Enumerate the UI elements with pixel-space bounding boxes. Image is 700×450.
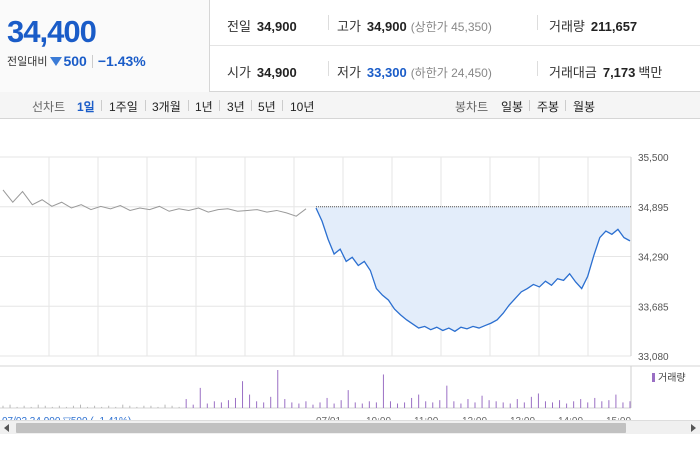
- divider: [219, 100, 220, 111]
- stats-row-1: 전일 34,900 고가 34,900 (상한가 45,350) 거래량 211,657: [210, 0, 700, 46]
- stat-upper-limit: (상한가 45,350): [410, 20, 492, 34]
- stat-volume: 거래량 211,657: [549, 16, 637, 35]
- tab-10-years[interactable]: 10년: [290, 100, 315, 114]
- price-change: 전일대비 500 −1.43%: [7, 53, 146, 69]
- tab-1-week[interactable]: 1주일: [109, 100, 138, 114]
- stat-value: 33,300: [366, 65, 407, 80]
- stat-value: 34,900: [256, 65, 297, 80]
- today-fill-area: [316, 206, 630, 332]
- down-triangle-icon: [50, 57, 63, 66]
- y-tick-label: 33,685: [638, 302, 669, 313]
- stat-label: 거래량: [549, 19, 585, 34]
- tab-3-years[interactable]: 3년: [227, 100, 245, 114]
- chart-period-tabs: 선차트 1일 1주일 3개월 1년 3년 5년 10년 봉차트 일봉 주봉 월봉: [0, 92, 700, 119]
- stats-row-2: 시가 34,900 저가 33,300 (하한가 24,450) 거래대금 7,173 백…: [210, 46, 700, 92]
- divider: [537, 61, 538, 76]
- y-axis-ticks: 35,500 34,895 34,290 33,685 33,080: [638, 153, 669, 363]
- stat-label: 거래대금: [549, 65, 597, 80]
- y-tick-label: 35,500: [638, 153, 669, 164]
- stat-value: 34,900: [366, 19, 407, 34]
- candle-chart-label: 봉차트: [455, 100, 489, 114]
- divider: [529, 100, 530, 111]
- volume-legend-swatch: [652, 373, 655, 382]
- tab-daily-candle[interactable]: 일봉: [501, 100, 524, 114]
- divider: [537, 15, 538, 30]
- divider: [565, 100, 566, 111]
- stat-label: 전일: [227, 19, 251, 34]
- price-stats: 전일 34,900 고가 34,900 (상한가 45,350) 거래량 211,657…: [210, 0, 700, 92]
- current-price-block: 34,400 전일대비 500 −1.43%: [0, 0, 210, 92]
- tab-1-day[interactable]: 1일: [77, 100, 95, 114]
- price-lines: [2, 189, 631, 333]
- y-tick-label: 34,290: [638, 253, 669, 264]
- stat-label: 고가: [337, 19, 361, 34]
- divider: [145, 100, 146, 111]
- stat-value: 34,900: [256, 19, 297, 34]
- stat-lower-limit: (하한가 24,450): [410, 66, 492, 80]
- tab-weekly-candle[interactable]: 주봉: [537, 100, 560, 114]
- tab-1-year[interactable]: 1년: [195, 100, 213, 114]
- stat-label: 시가: [227, 65, 251, 80]
- change-label: 전일대비: [7, 56, 48, 68]
- line-chart-label: 선차트: [32, 100, 66, 114]
- prev-day-line: [2, 189, 307, 217]
- stat-prev-close: 전일 34,900: [227, 16, 297, 35]
- change-rate: −1.43%: [97, 53, 146, 69]
- divider: [188, 100, 189, 111]
- stat-unit: 백만: [638, 65, 663, 80]
- tab-monthly-candle[interactable]: 월봉: [573, 100, 596, 114]
- stat-value: 7,173: [602, 65, 636, 80]
- volume-bars: 거래량: [0, 365, 700, 409]
- current-price: 34,400: [7, 14, 97, 49]
- price-summary: 34,400 전일대비 500 −1.43% 전일 34,900 고가 34,900 (상…: [0, 0, 700, 92]
- stat-low: 저가 33,300 (하한가 24,450): [337, 62, 492, 81]
- divider: [328, 61, 329, 76]
- stat-label: 저가: [337, 65, 361, 80]
- scroll-right-icon[interactable]: [691, 424, 696, 432]
- today-area-fill: [316, 206, 630, 332]
- y-tick-label: 34,895: [638, 203, 669, 214]
- divider: [251, 100, 252, 111]
- stat-open: 시가 34,900: [227, 62, 297, 81]
- divider: [282, 100, 283, 111]
- divider: [91, 55, 93, 68]
- scrollbar-thumb[interactable]: [16, 423, 626, 433]
- stat-trade-value: 거래대금 7,173 백만: [549, 62, 662, 81]
- tab-3-months[interactable]: 3개월: [152, 100, 181, 114]
- volume-legend-label: 거래량: [658, 372, 686, 384]
- stat-high: 고가 34,900 (상한가 45,350): [337, 16, 492, 35]
- y-tick-label: 33,080: [638, 352, 669, 363]
- chart-horizontal-scrollbar[interactable]: [0, 420, 700, 434]
- stat-value: 211,657: [590, 19, 638, 34]
- change-amount: 500: [63, 53, 87, 69]
- today-price-line: [315, 207, 631, 333]
- divider: [328, 15, 329, 30]
- tab-5-years[interactable]: 5년: [258, 100, 276, 114]
- scroll-left-icon[interactable]: [4, 424, 9, 432]
- divider: [101, 100, 102, 111]
